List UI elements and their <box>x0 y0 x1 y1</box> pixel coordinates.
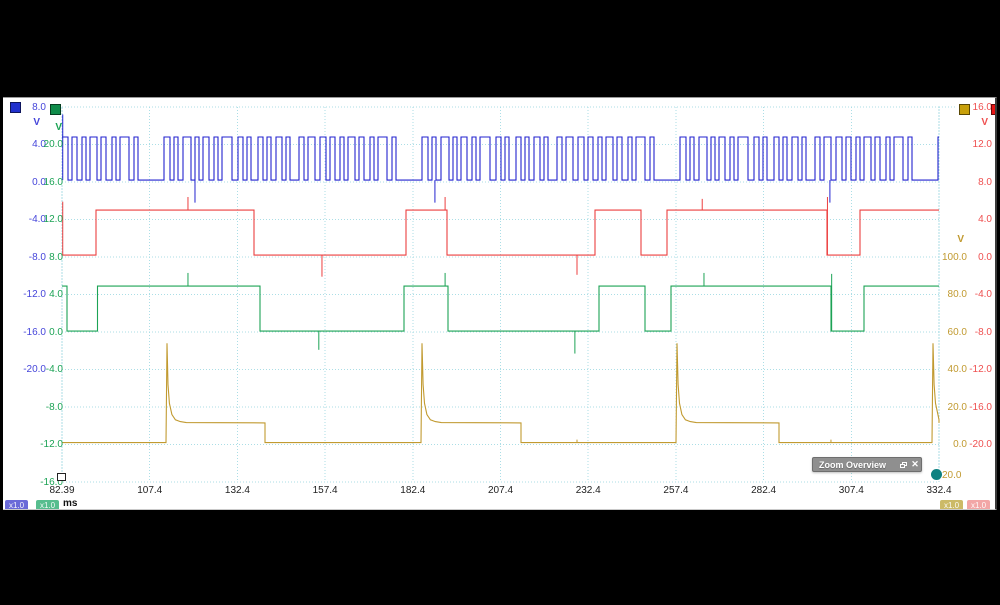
channel-d-marker[interactable] <box>959 104 970 115</box>
channel-a-marker[interactable] <box>10 102 21 113</box>
channel-b-marker[interactable] <box>50 104 61 115</box>
close-button[interactable]: ✕ <box>911 459 919 469</box>
restore-button[interactable] <box>897 459 909 470</box>
axis-marker-label: 20.0 <box>942 470 962 481</box>
time-unit-label: ms <box>63 498 78 509</box>
zoom-overview-titlebar[interactable]: Zoom Overview ✕ <box>812 457 922 472</box>
axis-handle-square[interactable] <box>57 473 66 481</box>
channel-d-scale-badge[interactable]: x1.0 <box>940 500 964 509</box>
restore-icon <box>899 461 907 468</box>
zoom-overview-title: Zoom Overview <box>819 459 887 470</box>
channel-b-scale-badge[interactable]: x1.0 <box>36 500 60 509</box>
channel-c-scale-badge[interactable]: x1.0 <box>967 500 991 509</box>
waveform-plot[interactable] <box>3 98 997 510</box>
channel-c-marker[interactable] <box>991 104 995 115</box>
scope-zoom-overview-window: 8.0 4.0 0.0 -4.0 -8.0 -12.0 -16.0 -20.0 V 20.0 16.… <box>3 97 997 510</box>
axis-marker-dot[interactable] <box>931 469 942 480</box>
channel-a-scale-badge[interactable]: x1.0 <box>5 500 29 509</box>
